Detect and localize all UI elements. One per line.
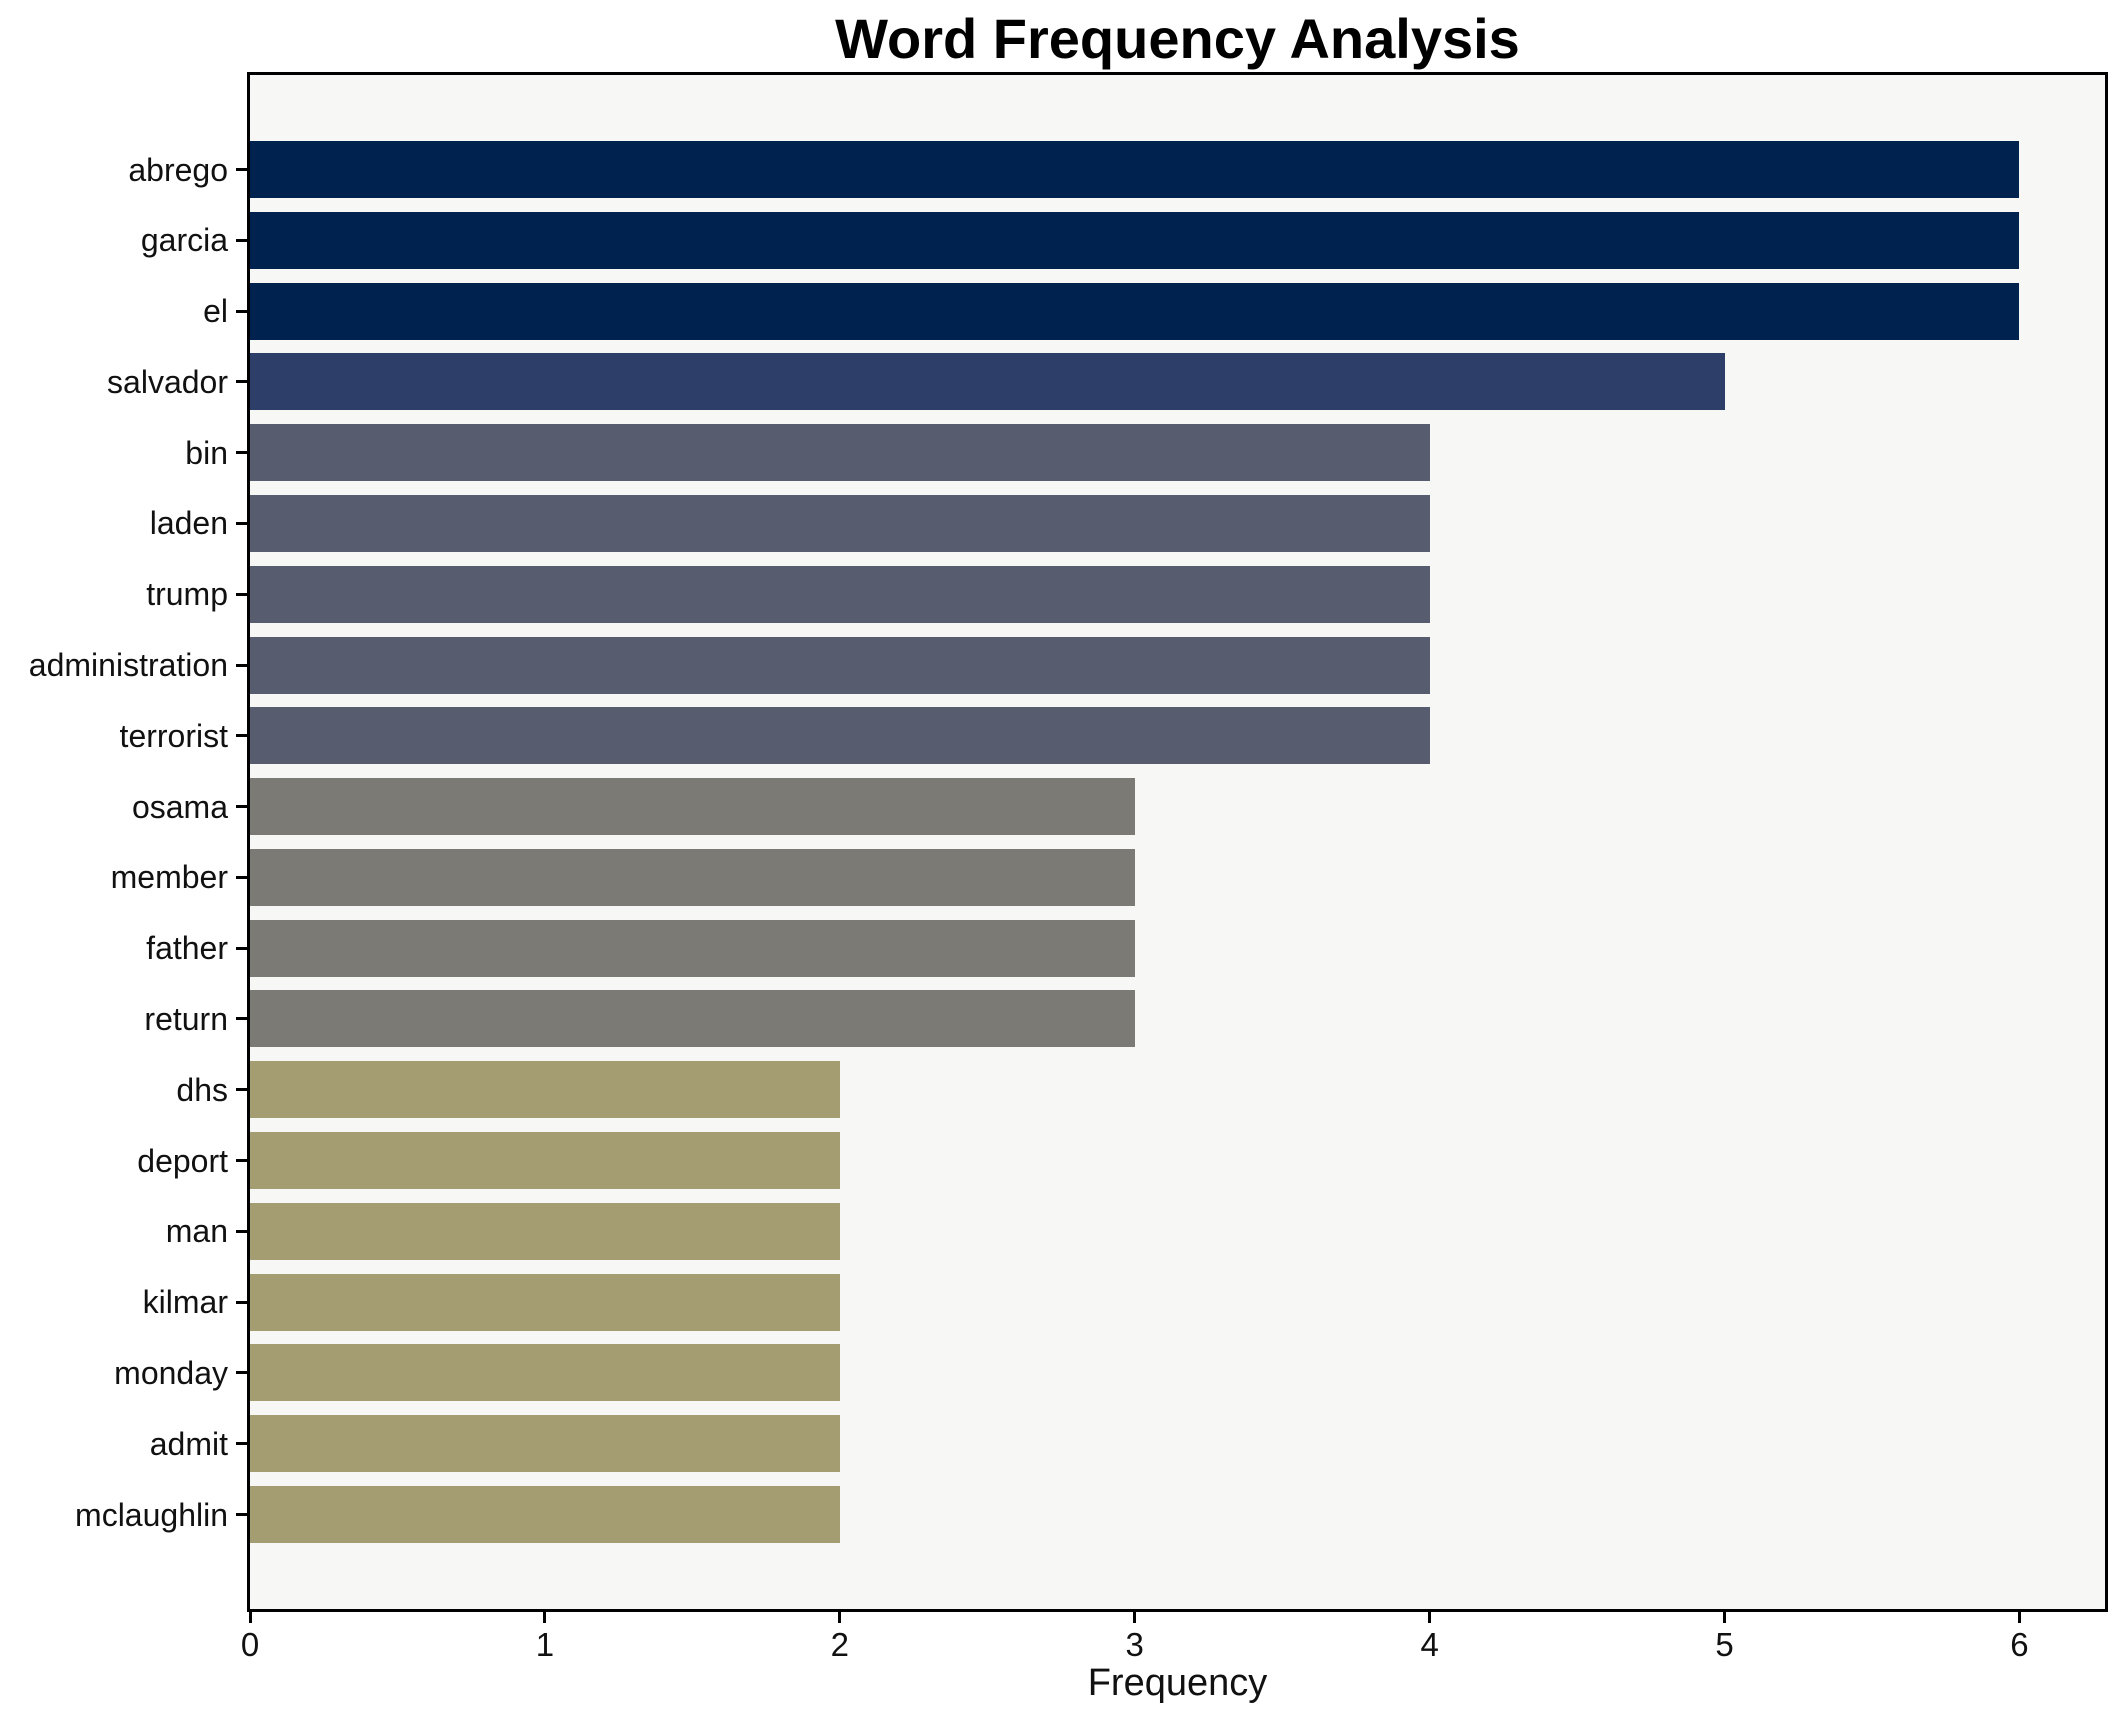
bar-mclaughlin <box>250 1486 840 1543</box>
y-tick-mark <box>236 592 248 596</box>
bar-bin <box>250 424 1430 482</box>
y-tick-mark <box>236 875 248 879</box>
y-tick-mark <box>236 663 248 667</box>
x-tick-label-0: 0 <box>240 1626 260 1663</box>
y-tick-mark <box>236 1442 248 1446</box>
y-label-laden: laden <box>149 505 228 542</box>
bar-garcia <box>250 211 2020 269</box>
y-label-garcia: garcia <box>140 222 228 259</box>
x-tick-mark <box>1133 1612 1137 1623</box>
x-tick-label-6: 6 <box>2010 1626 2029 1663</box>
bar-osama <box>250 778 1135 836</box>
bar-dhs <box>250 1061 840 1119</box>
y-label-osama: osama <box>131 788 228 825</box>
y-label-member: member <box>110 859 228 896</box>
y-tick-mark <box>236 1300 248 1304</box>
bar-deport <box>250 1132 840 1190</box>
bar-kilmar <box>250 1273 840 1331</box>
y-tick-mark <box>236 309 248 313</box>
bar-return <box>250 990 1135 1048</box>
y-label-administration: administration <box>28 647 228 684</box>
x-tick-label-5: 5 <box>1715 1626 1734 1663</box>
bar-terrorist <box>250 707 1430 765</box>
y-tick-mark <box>236 1513 248 1516</box>
y-label-mclaughlin: mclaughlin <box>75 1496 228 1533</box>
y-label-el: el <box>203 293 228 330</box>
bar-salvador <box>250 353 1725 411</box>
y-label-return: return <box>144 1000 228 1037</box>
y-tick-mark <box>236 451 248 455</box>
plot-area <box>247 72 2108 1612</box>
x-axis-title: Frequency <box>1087 1662 1268 1704</box>
y-label-admit: admit <box>149 1425 228 1462</box>
y-label-kilmar: kilmar <box>142 1284 228 1321</box>
y-label-salvador: salvador <box>107 363 228 400</box>
bar-administration <box>250 636 1430 694</box>
bar-monday <box>250 1344 840 1402</box>
y-label-man: man <box>165 1213 228 1250</box>
y-label-terrorist: terrorist <box>119 717 228 754</box>
y-tick-mark <box>236 1159 248 1163</box>
chart-title: Word Frequency Analysis <box>835 7 1520 70</box>
y-label-bin: bin <box>185 434 228 471</box>
y-tick-mark <box>236 805 248 809</box>
y-tick-mark <box>236 168 248 171</box>
x-tick-mark <box>1428 1612 1432 1623</box>
y-tick-mark <box>236 521 248 525</box>
y-tick-mark <box>236 734 248 738</box>
bar-member <box>250 848 1135 906</box>
x-tick-mark <box>1723 1612 1727 1623</box>
x-tick-label-4: 4 <box>1420 1626 1439 1663</box>
y-label-trump: trump <box>146 576 228 613</box>
y-label-monday: monday <box>114 1354 228 1391</box>
bar-father <box>250 919 1135 977</box>
y-tick-mark <box>236 1088 248 1092</box>
y-tick-mark <box>236 238 248 242</box>
x-tick-mark <box>248 1612 252 1623</box>
bar-el <box>250 282 2020 340</box>
y-label-deport: deport <box>137 1142 228 1179</box>
bar-admit <box>250 1415 840 1473</box>
y-tick-mark <box>236 380 248 384</box>
y-label-father: father <box>146 930 228 967</box>
y-label-dhs: dhs <box>176 1071 228 1108</box>
x-tick-mark <box>838 1612 842 1623</box>
bar-abrego <box>250 141 2020 198</box>
x-tick-label-2: 2 <box>830 1626 849 1663</box>
y-label-abrego: abrego <box>128 151 228 188</box>
x-tick-mark <box>543 1612 547 1623</box>
y-tick-mark <box>236 1229 248 1233</box>
x-tick-mark <box>2017 1612 2021 1623</box>
y-tick-mark <box>236 1017 248 1021</box>
bar-man <box>250 1202 840 1260</box>
bar-trump <box>250 565 1430 623</box>
x-tick-label-1: 1 <box>535 1626 555 1663</box>
y-tick-mark <box>236 946 248 950</box>
y-tick-mark <box>236 1371 248 1375</box>
x-tick-label-3: 3 <box>1125 1626 1144 1663</box>
bar-laden <box>250 494 1430 552</box>
